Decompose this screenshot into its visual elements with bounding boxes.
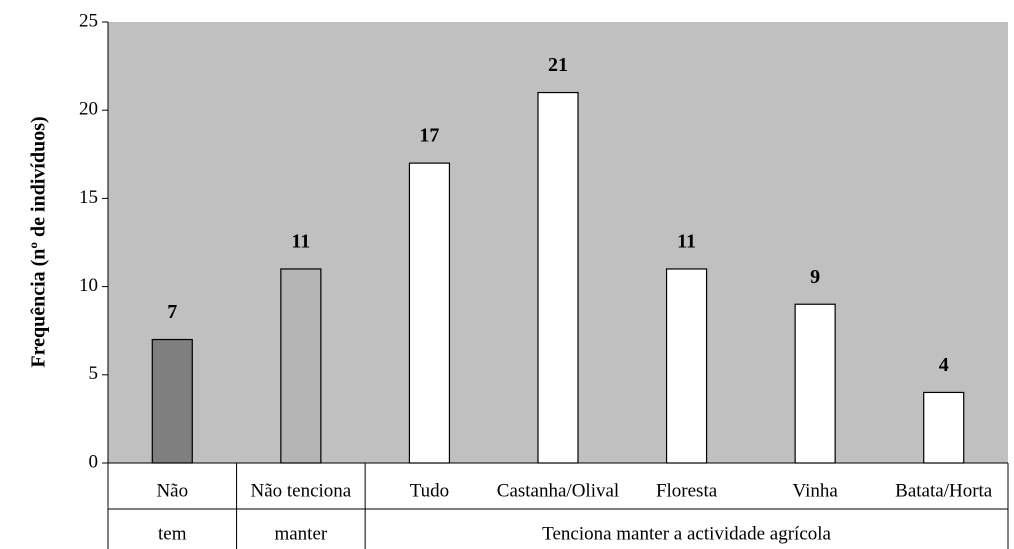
bar <box>151 338 193 464</box>
x-tick-label: Castanha/Olival <box>497 480 619 501</box>
y-tick-label: 10 <box>79 275 98 296</box>
x-tick-label: Vinha <box>792 480 838 501</box>
bar <box>280 268 322 464</box>
x-tick-label: Não tenciona <box>250 480 351 501</box>
bar <box>665 268 708 464</box>
x-tick-label: Batata/Horta <box>895 480 993 501</box>
y-tick-label: 0 <box>89 451 99 472</box>
bar <box>923 391 965 464</box>
y-tick-label: 15 <box>79 187 98 208</box>
value-label: 9 <box>810 266 820 288</box>
bar <box>537 91 579 464</box>
bar <box>408 162 451 464</box>
value-label: 11 <box>677 231 696 253</box>
x-tick-label: Floresta <box>656 480 718 501</box>
value-label: 7 <box>167 301 177 323</box>
x-tick-label: Não <box>156 480 188 501</box>
y-tick-label: 20 <box>79 99 98 120</box>
value-label: 17 <box>419 125 439 147</box>
group-label: Tenciona manter a actividade agrícola <box>542 523 831 544</box>
group-label: manter <box>274 523 327 544</box>
y-axis-label: Frequência (nº de indivíduos) <box>28 116 50 367</box>
y-tick-label: 25 <box>79 10 98 31</box>
x-tick-label: Tudo <box>410 480 449 501</box>
group-label: tem <box>158 523 187 544</box>
value-label: 11 <box>291 231 310 253</box>
bar <box>794 303 836 464</box>
value-label: 4 <box>939 354 949 376</box>
value-label: 21 <box>548 54 568 76</box>
y-tick-label: 5 <box>89 363 99 384</box>
